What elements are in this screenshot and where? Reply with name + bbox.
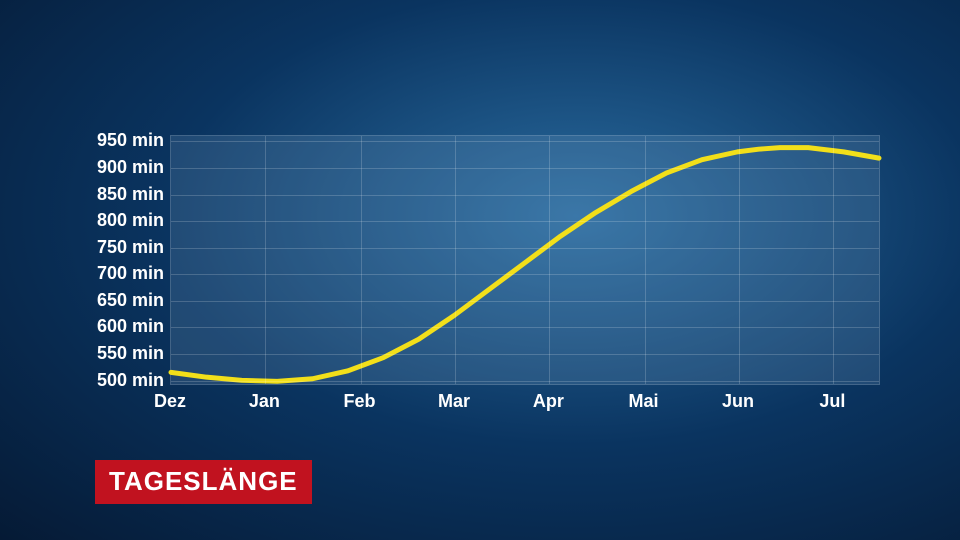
line-series xyxy=(171,136,879,384)
y-tick-label: 650 min xyxy=(80,291,164,309)
y-tick-label: 550 min xyxy=(80,344,164,362)
y-tick-label: 800 min xyxy=(80,211,164,229)
gridline-v xyxy=(833,136,834,384)
gridline-h xyxy=(171,354,879,355)
gridline-h xyxy=(171,327,879,328)
x-tick-label: Jul xyxy=(819,391,845,412)
y-tick-label: 900 min xyxy=(80,158,164,176)
plot-area xyxy=(170,135,880,385)
x-tick-label: Mai xyxy=(629,391,659,412)
y-tick-label: 950 min xyxy=(80,131,164,149)
gridline-v xyxy=(455,136,456,384)
x-tick-label: Dez xyxy=(154,391,186,412)
gridline-h xyxy=(171,168,879,169)
gridline-h xyxy=(171,381,879,382)
daylength-chart: 500 min 550 min 600 min 650 min 700 min 750 m… xyxy=(80,135,880,415)
gridline-h xyxy=(171,274,879,275)
x-tick-label: Feb xyxy=(344,391,376,412)
title-badge: TAGESLÄNGE xyxy=(95,460,312,504)
gridline-h xyxy=(171,195,879,196)
gridline-h xyxy=(171,221,879,222)
y-tick-label: 700 min xyxy=(80,264,164,282)
gridline-v xyxy=(739,136,740,384)
y-tick-label: 750 min xyxy=(80,238,164,256)
gridline-v xyxy=(645,136,646,384)
gridline-v xyxy=(549,136,550,384)
gridline-h xyxy=(171,248,879,249)
y-tick-label: 850 min xyxy=(80,185,164,203)
x-tick-label: Apr xyxy=(533,391,564,412)
gridline-v xyxy=(361,136,362,384)
gridline-v xyxy=(265,136,266,384)
x-tick-label: Mar xyxy=(438,391,470,412)
y-tick-label: 500 min xyxy=(80,371,164,389)
gridline-h xyxy=(171,141,879,142)
y-tick-label: 600 min xyxy=(80,317,164,335)
gridline-h xyxy=(171,301,879,302)
x-tick-label: Jan xyxy=(249,391,280,412)
x-tick-label: Jun xyxy=(722,391,754,412)
